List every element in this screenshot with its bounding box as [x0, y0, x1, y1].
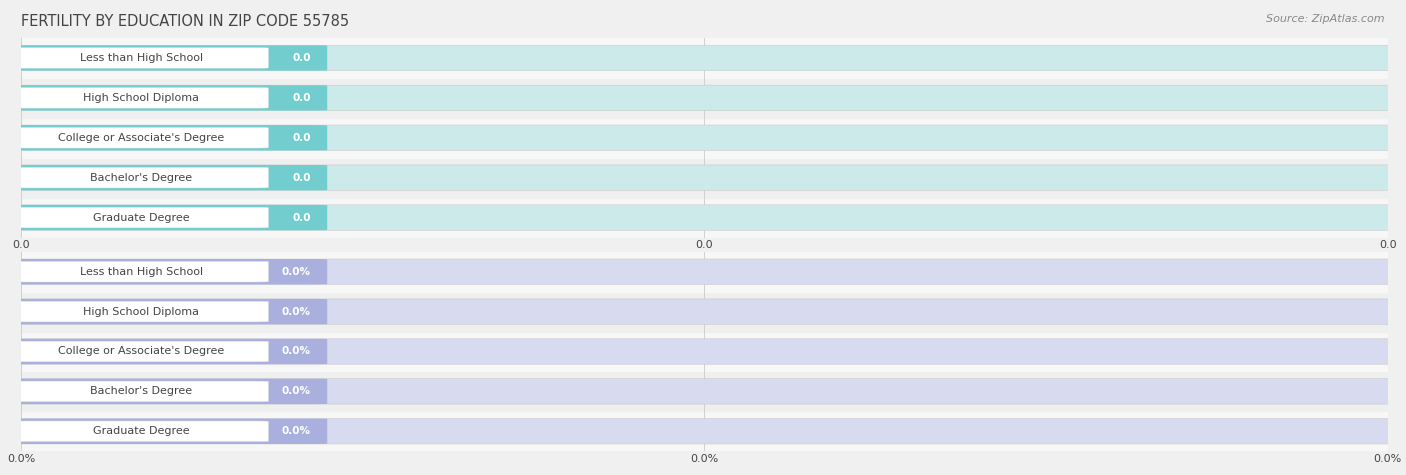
Bar — [21, 158, 1388, 198]
Text: 0.0: 0.0 — [292, 212, 311, 223]
FancyBboxPatch shape — [14, 207, 269, 228]
Text: High School Diploma: High School Diploma — [83, 306, 200, 317]
Bar — [21, 371, 1388, 411]
FancyBboxPatch shape — [11, 418, 328, 444]
FancyBboxPatch shape — [11, 205, 328, 230]
FancyBboxPatch shape — [11, 259, 1396, 285]
FancyBboxPatch shape — [11, 45, 328, 71]
FancyBboxPatch shape — [14, 421, 269, 442]
Bar — [21, 198, 1388, 238]
Text: FERTILITY BY EDUCATION IN ZIP CODE 55785: FERTILITY BY EDUCATION IN ZIP CODE 55785 — [21, 14, 349, 29]
FancyBboxPatch shape — [11, 418, 1396, 444]
Text: Less than High School: Less than High School — [80, 266, 202, 277]
Text: 0.0: 0.0 — [292, 133, 311, 143]
Text: Bachelor's Degree: Bachelor's Degree — [90, 172, 193, 183]
FancyBboxPatch shape — [11, 205, 1396, 230]
Text: 0.0: 0.0 — [292, 172, 311, 183]
FancyBboxPatch shape — [14, 381, 269, 402]
Text: Graduate Degree: Graduate Degree — [93, 426, 190, 437]
FancyBboxPatch shape — [11, 85, 1396, 111]
Bar — [21, 292, 1388, 332]
FancyBboxPatch shape — [11, 85, 328, 111]
Text: College or Associate's Degree: College or Associate's Degree — [58, 346, 225, 357]
FancyBboxPatch shape — [14, 301, 269, 322]
Bar — [21, 252, 1388, 292]
FancyBboxPatch shape — [11, 339, 1396, 364]
Bar — [21, 411, 1388, 451]
Text: High School Diploma: High School Diploma — [83, 93, 200, 103]
FancyBboxPatch shape — [11, 379, 328, 404]
FancyBboxPatch shape — [14, 167, 269, 188]
FancyBboxPatch shape — [11, 299, 1396, 324]
Text: 0.0%: 0.0% — [281, 386, 311, 397]
Bar — [21, 38, 1388, 78]
Text: Source: ZipAtlas.com: Source: ZipAtlas.com — [1267, 14, 1385, 24]
Text: Graduate Degree: Graduate Degree — [93, 212, 190, 223]
FancyBboxPatch shape — [14, 48, 269, 68]
FancyBboxPatch shape — [11, 259, 328, 285]
FancyBboxPatch shape — [14, 127, 269, 148]
Text: 0.0%: 0.0% — [281, 426, 311, 437]
Text: 0.0%: 0.0% — [281, 306, 311, 317]
Text: 0.0%: 0.0% — [281, 346, 311, 357]
FancyBboxPatch shape — [11, 45, 1396, 71]
Text: Bachelor's Degree: Bachelor's Degree — [90, 386, 193, 397]
Text: 0.0: 0.0 — [292, 53, 311, 63]
FancyBboxPatch shape — [11, 165, 1396, 190]
Text: 0.0%: 0.0% — [281, 266, 311, 277]
FancyBboxPatch shape — [14, 87, 269, 108]
Bar — [21, 78, 1388, 118]
Text: College or Associate's Degree: College or Associate's Degree — [58, 133, 225, 143]
FancyBboxPatch shape — [11, 299, 328, 324]
FancyBboxPatch shape — [14, 341, 269, 362]
FancyBboxPatch shape — [11, 165, 328, 190]
FancyBboxPatch shape — [11, 379, 1396, 404]
Text: 0.0: 0.0 — [292, 93, 311, 103]
Bar — [21, 118, 1388, 158]
FancyBboxPatch shape — [11, 125, 1396, 151]
FancyBboxPatch shape — [14, 261, 269, 282]
FancyBboxPatch shape — [11, 125, 328, 151]
FancyBboxPatch shape — [11, 339, 328, 364]
Bar — [21, 332, 1388, 371]
Text: Less than High School: Less than High School — [80, 53, 202, 63]
